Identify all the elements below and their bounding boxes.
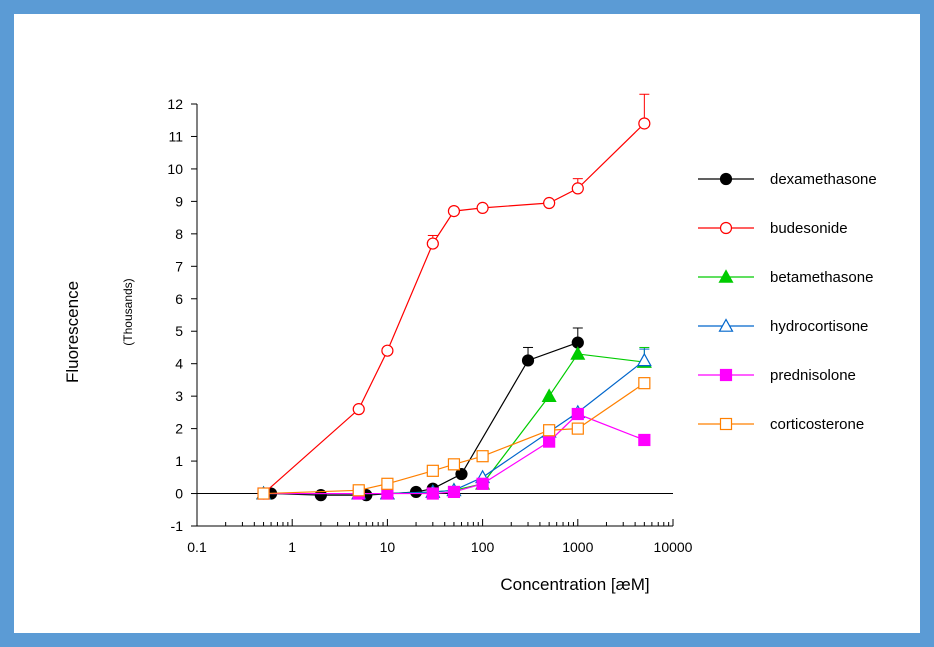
series-line: [263, 413, 645, 495]
series-line: [263, 382, 645, 495]
data-point: [447, 485, 461, 499]
data-point: [476, 477, 489, 490]
legend-item-prednisolone: prednisolone: [698, 367, 856, 384]
series-line: [263, 123, 645, 494]
data-point: [543, 435, 556, 448]
legend-item-hydrocortisone: hydrocortisone: [698, 318, 868, 335]
data-point: [381, 344, 394, 357]
series-line: [263, 359, 645, 495]
data-point: [381, 477, 394, 490]
data-point: [521, 354, 535, 367]
x-tick-label: 1: [288, 539, 296, 555]
chart-panel: -1 0 1 2 3 4 5 6 7 8 9 10 11 12 0.1 1 10 100 1000 10000 dex…: [14, 14, 920, 633]
data-point: [257, 487, 270, 500]
legend-item-betamethasone: betamethasone: [698, 269, 873, 286]
data-point: [476, 450, 489, 463]
data-point: [638, 433, 651, 447]
y-tick-label: -1: [171, 518, 184, 534]
y-tick-label: 11: [168, 128, 183, 144]
y-tick-label: 8: [175, 226, 183, 242]
series-hydrocortisone: [256, 348, 652, 500]
legend-label: betamethasone: [770, 269, 873, 286]
legend-marker: [718, 269, 734, 283]
series-line: [263, 353, 645, 495]
legend-marker: [719, 368, 733, 382]
data-point: [447, 205, 461, 218]
legend-label: corticosterone: [770, 416, 864, 433]
legend-marker: [719, 172, 733, 186]
legend-label: dexamethasone: [770, 171, 877, 188]
legend-item-budesonide: budesonide: [698, 220, 848, 237]
y-tick-label: 12: [167, 96, 183, 112]
data-point: [638, 377, 651, 390]
x-tick-label: 100: [471, 539, 495, 555]
data-point: [314, 489, 327, 502]
y-tick-label: 1: [175, 453, 183, 469]
legend-label: budesonide: [770, 220, 848, 237]
data-point: [447, 458, 461, 471]
series-layer: [256, 93, 652, 502]
data-point: [352, 403, 365, 416]
series-dexamethasone: [264, 327, 584, 502]
legend-item-corticosterone: corticosterone: [698, 416, 864, 433]
data-point: [543, 424, 556, 437]
legend: dexamethasone budesonide betamethasone hydr…: [698, 171, 877, 433]
data-point: [352, 484, 365, 497]
data-point: [455, 467, 468, 481]
x-tick-label: 10000: [654, 539, 693, 555]
data-point: [571, 407, 584, 421]
y-tick-label: 9: [175, 193, 183, 209]
series-corticosterone: [257, 377, 651, 500]
y-tick-label: 4: [175, 356, 183, 372]
data-point: [543, 196, 556, 210]
y-tick-label: 7: [175, 258, 183, 274]
data-point: [426, 487, 439, 500]
data-point: [476, 201, 489, 214]
y-axis-unit: (Thousands): [121, 278, 135, 345]
data-point: [571, 422, 584, 435]
legend-item-dexamethasone: dexamethasone: [698, 171, 877, 188]
legend-marker: [718, 318, 734, 332]
y-tick-label: 5: [175, 323, 183, 339]
x-axis-title: Concentration [æM]: [500, 575, 649, 594]
legend-marker: [719, 417, 733, 431]
y-axis-title: Fluorescence: [63, 281, 82, 383]
series-budesonide: [257, 93, 651, 500]
legend-marker: [719, 221, 733, 235]
x-tick-label: 0.1: [187, 539, 207, 555]
data-point: [426, 464, 439, 477]
y-tick-label: 6: [175, 291, 183, 307]
series-betamethasone: [256, 346, 652, 500]
x-tick-label: 1000: [562, 539, 593, 555]
data-point: [570, 346, 586, 360]
y-tick-label: 10: [167, 161, 183, 177]
data-point: [426, 237, 439, 250]
data-point: [638, 117, 651, 130]
legend-label: hydrocortisone: [770, 318, 868, 335]
y-tick-label: 3: [175, 388, 183, 404]
legend-label: prednisolone: [770, 367, 856, 384]
data-point: [541, 388, 557, 402]
data-point: [636, 352, 652, 367]
data-point: [571, 182, 584, 195]
series-line: [271, 342, 579, 496]
y-tick-label: 0: [175, 486, 183, 502]
y-tick-label: 2: [175, 421, 183, 437]
x-tick-label: 10: [380, 539, 396, 555]
